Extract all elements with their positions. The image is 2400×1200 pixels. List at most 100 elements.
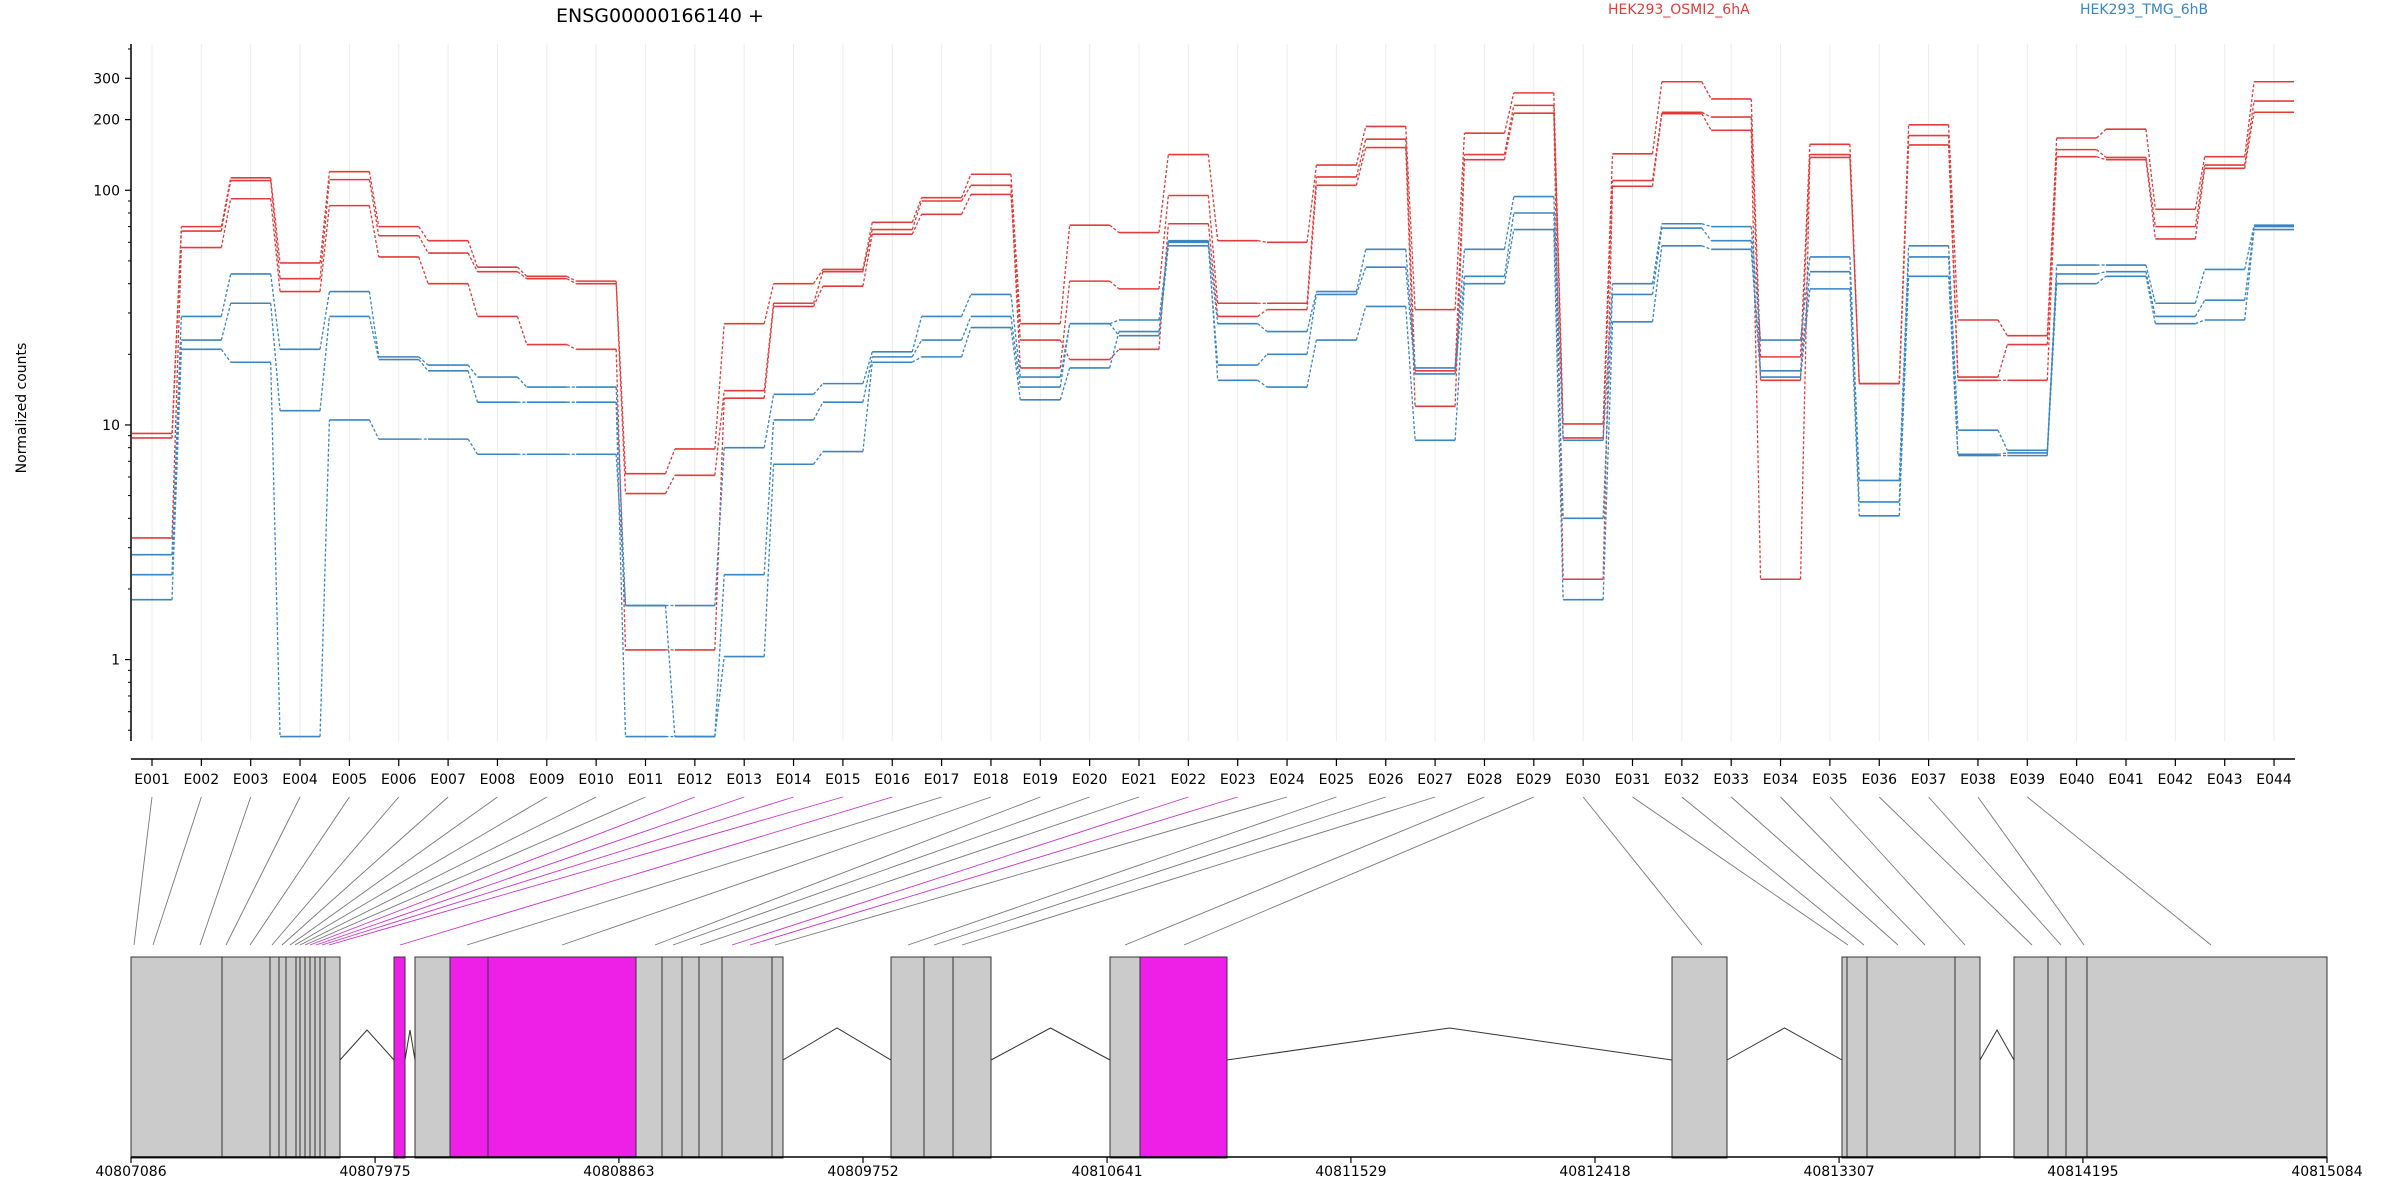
connector-dash (813, 383, 824, 395)
connector-dash (1355, 147, 1367, 186)
connector-dash (862, 356, 873, 403)
legend-osmi2: HEK293_OSMI2_6hA (1608, 2, 1750, 18)
connector-E039 (2027, 796, 2212, 946)
exon-block (1109, 956, 1141, 1159)
connector-dash (714, 323, 725, 450)
connector-E008 (289, 796, 498, 946)
connector-dash (220, 303, 232, 341)
exon-label-E002: E002 (184, 772, 220, 788)
connector-dash (813, 269, 824, 285)
connector-dash (1799, 154, 1811, 381)
connector-dash (368, 291, 380, 357)
connector-E010 (299, 796, 597, 946)
connector-dash (1355, 306, 1367, 341)
connector-dash (467, 252, 479, 272)
connector-dash (1059, 323, 1071, 388)
exon-label-E012: E012 (677, 772, 713, 788)
connector-dash (1454, 283, 1466, 441)
connector-dash (1207, 195, 1219, 304)
connector-dash (714, 447, 725, 606)
connector-dash (1701, 227, 1712, 242)
connector-dash (319, 419, 331, 737)
exon-label-E030: E030 (1565, 772, 1601, 788)
connector-dash (368, 171, 380, 227)
exon-label-E036: E036 (1861, 772, 1897, 788)
connector-dash (2096, 156, 2107, 161)
exon-label-E011: E011 (628, 772, 664, 788)
exon-block (681, 956, 700, 1159)
connector-dash (1355, 139, 1367, 178)
connector-dash (220, 180, 232, 232)
connector-dash (1997, 319, 2008, 337)
connector-dash (2145, 157, 2156, 227)
exon-block (304, 956, 311, 1159)
exon-axis: E001 E002 E003 E004 E005 E006 E007 E008 E009 E010… (131, 758, 2295, 788)
connector-dash (1109, 348, 1120, 360)
connector-dash (467, 283, 479, 317)
connector-E016 (399, 796, 893, 946)
connector-dash (2046, 149, 2058, 345)
connector-dash (862, 222, 873, 270)
connector-dash (2046, 156, 2058, 381)
exon-label-E019: E019 (1023, 772, 1059, 788)
connector-dash (763, 306, 775, 399)
exon-label-E038: E038 (1960, 772, 1996, 788)
connector-dash (2195, 319, 2205, 325)
connector-dash (2145, 129, 2156, 210)
chart-title: ENSG00000166140 + (556, 5, 764, 27)
connector-dash (2194, 156, 2206, 210)
connector-dash (1553, 212, 1564, 519)
connector-dash (960, 316, 972, 341)
exon-label-E009: E009 (529, 772, 565, 788)
exon-block (295, 956, 301, 1159)
connector-E023 (749, 796, 1238, 946)
connector-E014 (321, 796, 794, 946)
connector-dash (319, 179, 331, 279)
connector-dash (2096, 128, 2107, 139)
genome-tick-label: 40809752 (827, 1164, 898, 1180)
y-tick-label: 300 (93, 71, 120, 87)
connector-dash (1553, 113, 1564, 580)
y-tick-label: 10 (102, 418, 120, 434)
exon-label-E032: E032 (1664, 772, 1700, 788)
exon-block (130, 956, 223, 1159)
exon-label-E024: E024 (1269, 772, 1305, 788)
connector-E028 (1124, 796, 1485, 946)
connector-dash (960, 174, 972, 198)
exon-block (2086, 956, 2328, 1159)
connector-dash (615, 281, 627, 474)
connector-dash (1503, 212, 1515, 277)
connector-dash (1010, 327, 1021, 400)
connector-dash (1503, 105, 1515, 155)
connector-dash (1602, 294, 1614, 519)
connector-dash (171, 247, 182, 538)
connector-dash (171, 349, 182, 600)
connector-dash (763, 283, 775, 324)
exon-block (2065, 956, 2088, 1159)
connector-E011 (304, 796, 646, 946)
connector-dash (1602, 180, 1614, 438)
connector-dash (1306, 165, 1318, 243)
connector-dash (911, 200, 923, 230)
connector-dash (2096, 271, 2107, 275)
connector-dash (714, 390, 725, 476)
connector-dash (1355, 249, 1367, 292)
exon-block (952, 956, 992, 1159)
exon-block (278, 956, 287, 1159)
connector-dash (1849, 271, 1860, 502)
connector-dash (714, 574, 725, 737)
connector-dash (270, 303, 281, 411)
connector-dash (516, 376, 528, 388)
exon-connectors (133, 796, 2212, 946)
connector-dash (1109, 319, 1120, 325)
connector-dash (516, 316, 528, 345)
connector-dash (1651, 223, 1663, 284)
genome-tick-label: 40811529 (1315, 1164, 1386, 1180)
connector-dash (467, 438, 479, 455)
connector-dash (1997, 452, 2008, 455)
connector-dash (220, 273, 232, 317)
connector-dash (1257, 309, 1268, 317)
connector-dash (220, 198, 232, 248)
exon-label-E037: E037 (1911, 772, 1947, 788)
exon-block (324, 956, 341, 1159)
